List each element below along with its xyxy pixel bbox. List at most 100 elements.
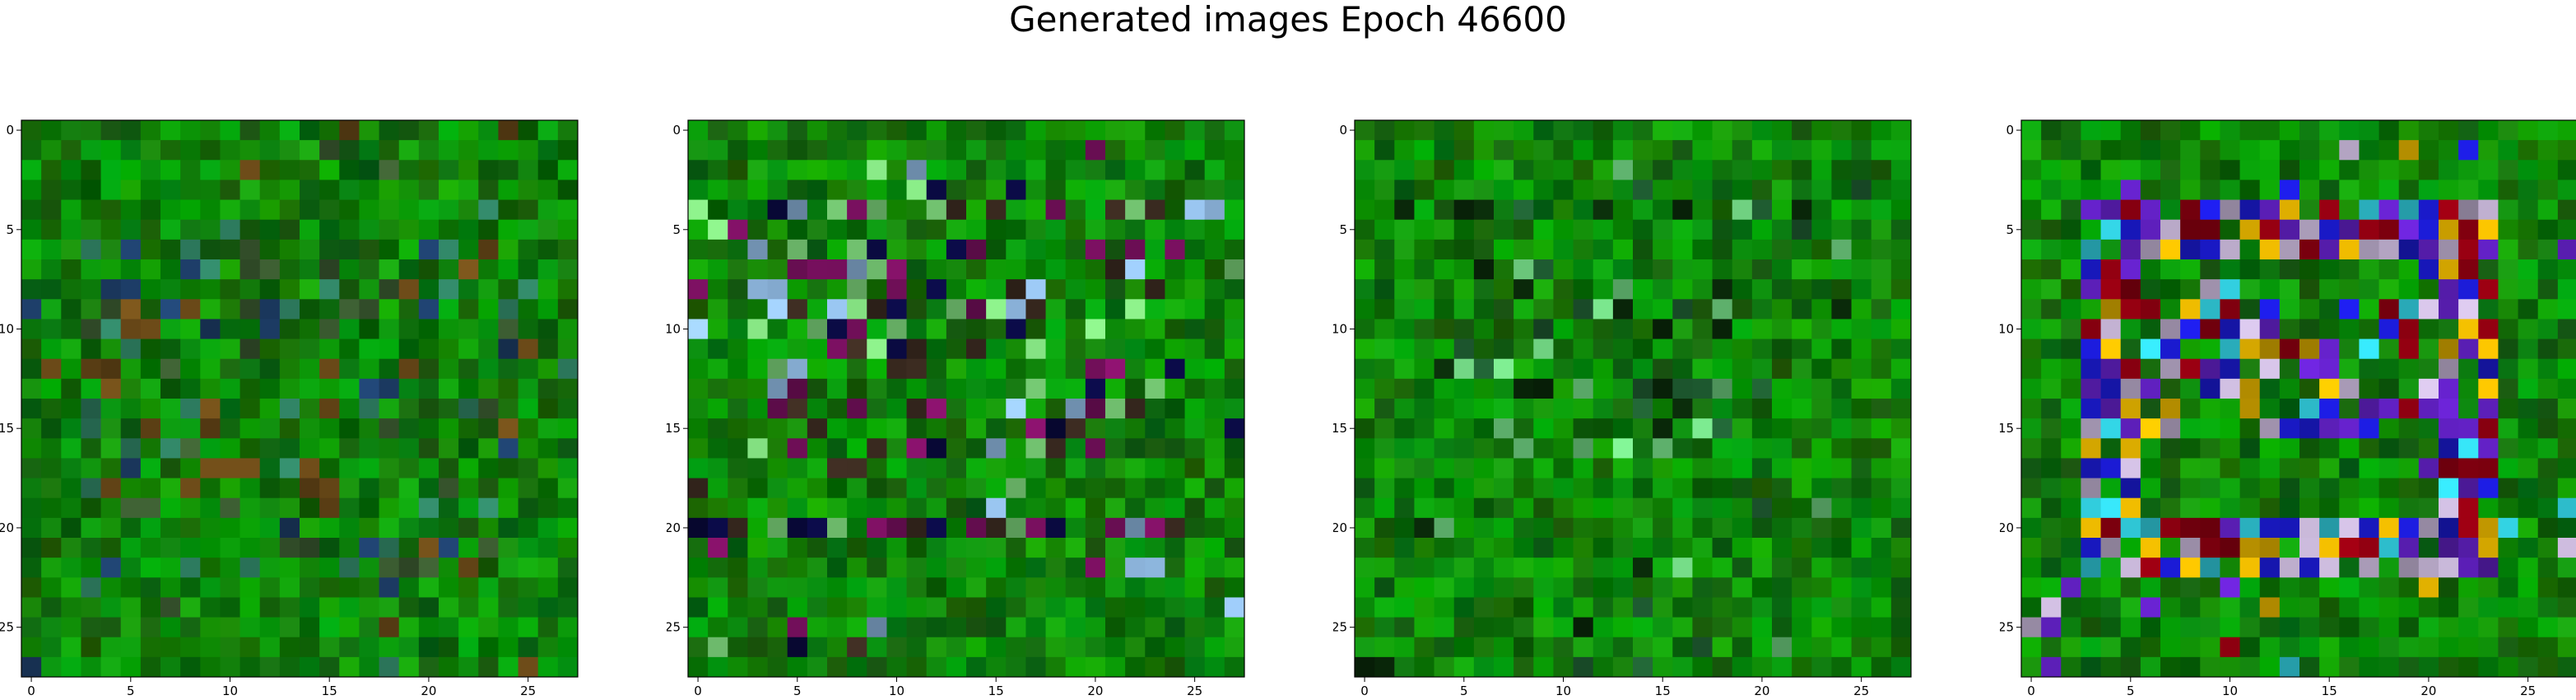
image-pixel xyxy=(259,597,281,618)
image-pixel xyxy=(2458,597,2479,618)
image-pixel xyxy=(2160,279,2181,300)
image-pixel xyxy=(827,160,848,180)
image-pixel xyxy=(1851,199,1872,221)
image-pixel xyxy=(220,418,240,439)
image-pixel xyxy=(1593,597,1614,618)
image-pixel xyxy=(1006,299,1026,320)
image-pixel xyxy=(747,120,768,141)
image-pixel xyxy=(2498,438,2518,459)
image-pixel xyxy=(2498,259,2518,280)
image-pixel xyxy=(728,319,748,339)
image-pixel xyxy=(867,378,887,399)
image-pixel xyxy=(1473,478,1495,499)
image-pixel xyxy=(1204,378,1225,399)
image-pixel xyxy=(2081,358,2101,380)
image-pixel xyxy=(1811,438,1832,459)
x-tick-label: 5 xyxy=(793,684,802,698)
image-pixel xyxy=(537,140,559,161)
image-pixel xyxy=(1890,656,1912,678)
image-pixel xyxy=(708,219,728,240)
image-pixel xyxy=(767,577,788,598)
image-pixel xyxy=(2439,140,2459,161)
image-pixel xyxy=(2439,219,2459,240)
image-pixel xyxy=(1224,577,1245,598)
image-pixel xyxy=(359,637,379,658)
axes-frame xyxy=(1354,119,1912,678)
image-pixel xyxy=(1851,239,1872,260)
image-pixel xyxy=(2041,239,2062,260)
image-pixel xyxy=(2239,239,2261,260)
image-pixel xyxy=(906,637,928,658)
image-pixel xyxy=(319,338,340,360)
image-pixel xyxy=(1065,637,1086,658)
image-pixel xyxy=(2239,378,2261,399)
image-pixel xyxy=(359,617,379,638)
image-pixel xyxy=(1633,160,1653,180)
image-pixel xyxy=(2259,199,2281,221)
image-pixel xyxy=(81,517,101,539)
image-pixel xyxy=(847,418,867,439)
image-pixel xyxy=(300,319,320,339)
image-pixel xyxy=(2239,418,2261,439)
image-pixel xyxy=(478,399,499,419)
image-pixel xyxy=(1355,279,1375,300)
image-pixel xyxy=(1633,140,1653,161)
image-pixel xyxy=(2061,558,2081,578)
image-pixel xyxy=(2398,597,2420,618)
image-pixel xyxy=(1593,577,1614,598)
image-pixel xyxy=(1355,378,1375,399)
image-pixel xyxy=(458,358,479,380)
image-pixel xyxy=(2478,378,2499,399)
pixel-grid xyxy=(2021,120,2576,678)
image-pixel xyxy=(160,558,181,578)
image-pixel xyxy=(2418,239,2439,260)
image-pixel xyxy=(2081,239,2101,260)
figure-title: Generated images Epoch 46600 xyxy=(1009,0,1567,40)
image-pixel xyxy=(1473,120,1495,141)
image-pixel xyxy=(2339,180,2360,200)
image-pixel xyxy=(439,497,459,519)
image-pixel xyxy=(2021,497,2042,519)
image-pixel xyxy=(339,279,360,300)
image-pixel xyxy=(339,358,360,380)
image-pixel xyxy=(2259,558,2281,578)
image-pixel xyxy=(1692,279,1713,300)
image-pixel xyxy=(120,399,142,419)
image-pixel xyxy=(359,358,379,380)
image-pixel xyxy=(81,120,101,141)
image-pixel xyxy=(1533,577,1554,598)
image-pixel xyxy=(1653,160,1673,180)
image-pixel xyxy=(2180,299,2201,320)
image-pixel xyxy=(398,279,420,300)
image-pixel xyxy=(439,160,459,180)
image-pixel xyxy=(1533,637,1554,658)
image-pixel xyxy=(2220,418,2240,439)
image-pixel xyxy=(966,279,987,300)
x-tick-label: 20 xyxy=(2420,684,2436,698)
image-pixel xyxy=(1105,358,1126,380)
image-pixel xyxy=(2299,140,2320,161)
image-pixel xyxy=(2180,418,2201,439)
image-pixel xyxy=(1374,239,1395,260)
image-pixel xyxy=(339,558,360,578)
image-pixel xyxy=(359,279,379,300)
image-pixel xyxy=(498,497,518,519)
image-pixel xyxy=(2220,338,2240,360)
image-pixel xyxy=(2160,558,2181,578)
image-pixel xyxy=(708,637,728,658)
image-pixel xyxy=(1712,219,1733,240)
image-pixel xyxy=(300,399,320,419)
image-pixel xyxy=(2359,399,2379,419)
image-pixel xyxy=(2200,140,2220,161)
image-pixel xyxy=(1355,239,1375,260)
image-pixel xyxy=(2299,120,2320,141)
image-pixel xyxy=(2140,558,2161,578)
image-pixel xyxy=(2557,180,2576,200)
image-pixel xyxy=(867,140,887,161)
image-pixel xyxy=(2557,299,2576,320)
image-pixel xyxy=(418,438,439,459)
image-pixel xyxy=(1494,418,1514,439)
image-pixel xyxy=(160,617,181,638)
image-pixel xyxy=(120,160,142,180)
image-pixel xyxy=(2041,458,2062,478)
